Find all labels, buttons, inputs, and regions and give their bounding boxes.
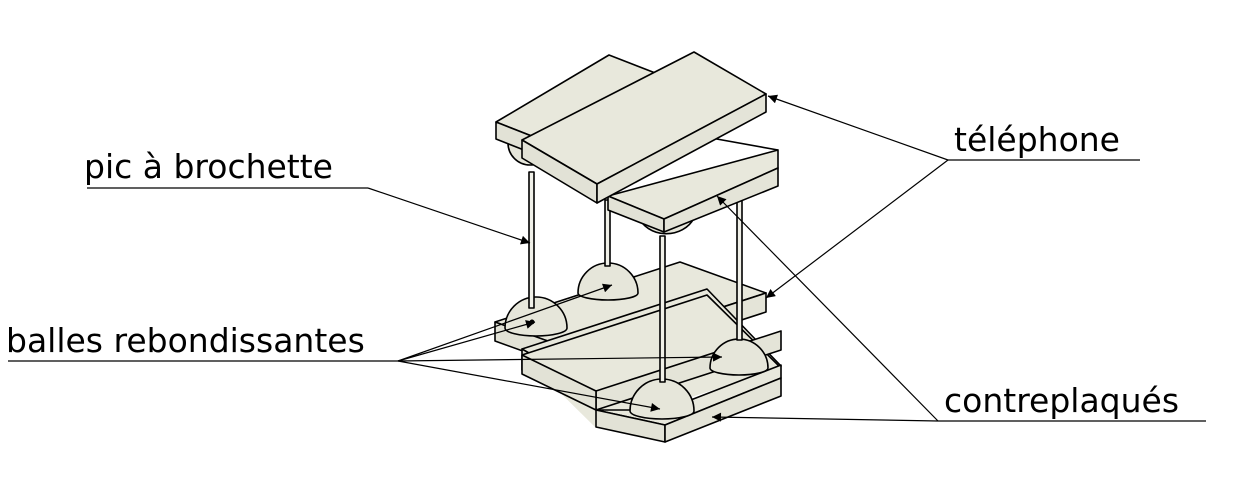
balls-leader-2 [397,283,613,362]
balls-leader-3 [397,352,723,362]
phone-leader-2 [765,159,949,299]
plywood-leader-1 [716,195,939,422]
phone-leader-1 [767,94,949,161]
skewer-front-left [528,171,535,309]
balls-leader-4 [397,360,661,412]
ball-front-center [629,378,695,420]
plywood-top-upper [521,51,767,204]
ball-back-left [577,262,639,301]
label-plywood: contreplaqués [944,381,1180,420]
label-phone: téléphone [954,120,1120,159]
skewer-leader [367,187,531,245]
plywood-leader-2 [711,412,939,422]
label-bouncy-balls: balles rebondissantes [6,321,365,360]
label-skewer: pic à brochette [84,147,333,186]
skewer-front-center [659,235,666,383]
leader-lines [8,94,1206,422]
balls-leader-1 [397,320,536,362]
ball-front-right [709,338,769,376]
